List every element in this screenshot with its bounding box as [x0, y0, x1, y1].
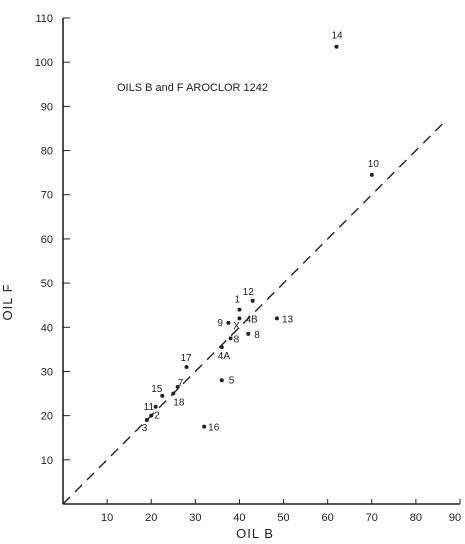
data-point	[184, 365, 189, 370]
y-tick-label: 100	[35, 57, 53, 69]
y-tick-label: 90	[41, 101, 53, 113]
data-point	[250, 298, 255, 303]
data-point-label: 3	[142, 423, 148, 434]
data-point-label: 9	[217, 318, 223, 329]
x-tick-labels: 10 20 30 40 50 60 70 80 90	[101, 512, 461, 524]
data-point-label: 4A	[218, 351, 231, 362]
data-point	[202, 424, 207, 429]
data-point	[246, 331, 251, 336]
x-tick-label: 20	[145, 512, 157, 524]
x-tick-label: 40	[233, 512, 245, 524]
y-tick-label: 80	[41, 146, 53, 158]
data-point-label: 7	[178, 378, 184, 389]
data-point	[171, 391, 176, 396]
x-tick-label: 30	[189, 512, 201, 524]
data-point-label: 15	[151, 384, 163, 395]
y-tick-label: 50	[41, 278, 53, 290]
data-point-label: 12	[243, 287, 255, 298]
data-point	[149, 413, 154, 418]
data-point	[237, 307, 242, 312]
chart-title: OILS B and F AROCLOR 1242	[117, 82, 268, 94]
data-point	[369, 172, 374, 177]
data-point	[219, 378, 224, 383]
data-point-label: 16	[208, 423, 220, 434]
data-point-label: 11	[144, 402, 155, 413]
x-tick-label: 60	[322, 512, 334, 524]
data-point	[228, 336, 233, 341]
data-point-label: 4B	[245, 314, 258, 325]
y-tick-label: 20	[41, 411, 53, 423]
data-point	[153, 404, 158, 409]
data-point-label: 2	[154, 411, 160, 422]
data-point-label: 1	[234, 295, 240, 306]
data-points: X	[144, 44, 374, 429]
data-point	[226, 320, 231, 325]
data-point-label: 13	[282, 314, 294, 325]
data-point-label: 8	[234, 334, 240, 345]
data-point	[237, 316, 242, 321]
x-tick-label: 10	[101, 512, 113, 524]
x-tick-label: 50	[277, 512, 289, 524]
y-tick-labels: 10 20 30 40 50 60 70 80 90 100 110	[35, 13, 53, 467]
data-point	[175, 384, 180, 389]
reference-line	[62, 123, 443, 505]
x-tick-label: 80	[410, 512, 422, 524]
data-point-label: 10	[368, 159, 380, 170]
y-tick-label: 110	[35, 13, 53, 25]
data-point-label: 5	[229, 375, 235, 386]
x-tick-label: 70	[366, 512, 378, 524]
data-point	[334, 44, 339, 49]
data-point-label: 17	[181, 353, 193, 364]
x-tick-label: 90	[449, 512, 461, 524]
axes	[62, 18, 460, 505]
data-point	[144, 418, 149, 423]
data-point	[219, 345, 224, 350]
y-axis-title: OIL F	[0, 283, 15, 320]
data-point	[160, 393, 165, 398]
tick-marks	[63, 17, 461, 504]
y-tick-label: 60	[41, 234, 53, 246]
x-axis-title: OIL B	[236, 526, 274, 541]
data-point-label: 8	[254, 330, 260, 341]
y-tick-label: 30	[41, 366, 53, 378]
y-tick-label: 70	[41, 190, 53, 202]
y-tick-label: 10	[41, 455, 53, 467]
data-point-label: 18	[173, 398, 185, 409]
data-point	[274, 316, 279, 321]
y-tick-label: 40	[41, 322, 53, 334]
data-point-label: 14	[331, 31, 343, 42]
data-point-marker-x: X	[233, 321, 240, 332]
